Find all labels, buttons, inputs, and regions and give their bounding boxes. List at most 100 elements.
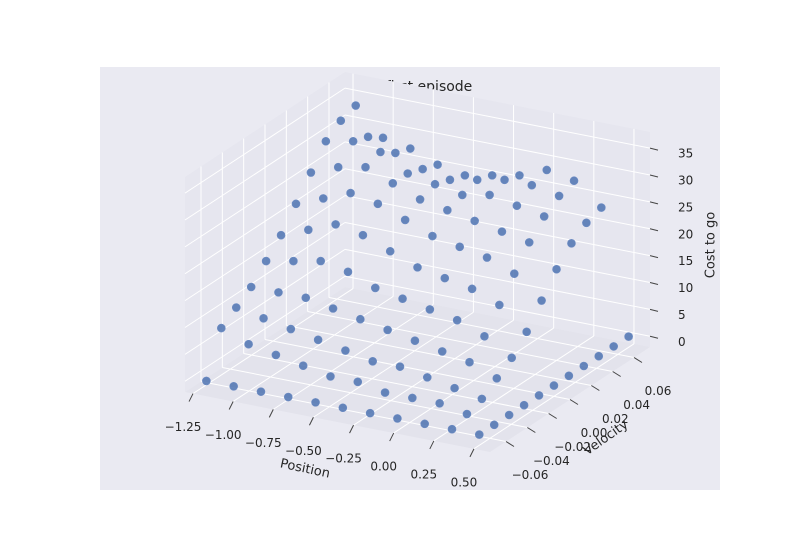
x-tick [389,432,395,442]
data-point [304,225,313,235]
y-tick-label: 0.06 [645,384,672,398]
z-tick-label: 20 [678,227,693,241]
data-point [428,231,437,241]
z-tick [649,201,659,205]
data-point [430,179,440,189]
back-pane [345,72,650,347]
grid-line [222,367,528,428]
x-tick [429,440,435,450]
data-point [457,190,467,200]
z-tick-label: 15 [678,254,693,268]
data-point [462,409,472,419]
data-point [346,188,355,198]
data-point [522,327,531,337]
data-point [274,288,283,297]
data-point [244,339,253,349]
y-tick-label: −0.04 [533,454,570,468]
data-point [328,304,338,313]
data-point [405,144,415,153]
data-point [395,362,405,371]
data-point [515,171,524,180]
x-tick [308,417,314,426]
y-tick-label: 0.04 [623,398,650,412]
y-tick-label: −0.06 [512,468,549,482]
data-point [271,350,281,360]
x-tick-label: −1.25 [165,420,202,434]
data-point [455,242,465,252]
z-tick-label: 25 [678,200,693,214]
x-tick-label: −0.25 [325,452,362,466]
data-point [413,263,422,272]
grid-line [184,141,346,248]
data-point [527,180,537,190]
x-tick-label: 0.50 [451,475,478,489]
grid-line [344,195,651,257]
data-point [443,205,452,215]
data-point [435,399,444,408]
grid-line [344,248,651,310]
data-point [410,336,420,346]
data-point [313,335,323,345]
data-point [259,314,268,323]
data-point [202,376,211,386]
grid-line [344,222,651,283]
y-tick [633,357,643,363]
data-point [465,357,474,367]
data-point [472,175,482,185]
grid-line [184,168,346,275]
data-point [497,227,507,236]
z-tick [649,174,659,178]
x-tick-label: −0.50 [285,444,322,458]
z-tick-label: 0 [678,335,686,349]
data-point [316,256,325,266]
grid-line [184,248,346,355]
x-tick-label: −0.75 [245,436,282,450]
data-point [474,430,484,439]
y-tick-label: −0.02 [554,440,591,454]
data-point [445,175,455,185]
data-point [336,116,346,126]
z-tick [649,282,659,285]
grid-line [184,114,346,221]
data-point [341,346,350,355]
data-point [500,175,509,185]
data-point [246,282,256,292]
data-point [418,164,427,174]
grid-line [344,87,651,149]
data-point [361,162,370,172]
data-point [378,133,388,143]
data-point [348,136,358,146]
data-point [489,420,499,430]
data-point [552,264,561,274]
y-tick-label: 0.02 [602,412,629,426]
data-point [365,408,375,418]
z-tick [649,335,659,339]
data-point [447,424,457,434]
data-point [477,394,487,404]
data-point [403,169,413,178]
data-point [482,253,492,262]
data-point [492,374,502,383]
y-tick-label: 0.00 [581,426,608,440]
data-point [467,284,477,294]
data-point [376,147,385,157]
data-point [537,296,546,305]
z-tick [649,255,659,259]
data-point [512,201,522,211]
data-point [594,351,604,361]
data-point [301,293,311,303]
data-point [291,199,301,209]
x-tick-label: 0.00 [370,460,397,474]
data-point [256,387,266,396]
data-point [331,220,340,229]
data-point [609,342,618,351]
grid-line [328,297,635,358]
data-point [452,315,462,325]
z-tick [649,147,659,151]
z-tick-label: 35 [678,147,693,161]
data-point [289,256,298,266]
data-point [510,269,519,278]
data-point [549,381,559,390]
data-point [380,388,390,397]
data-point [388,178,398,188]
